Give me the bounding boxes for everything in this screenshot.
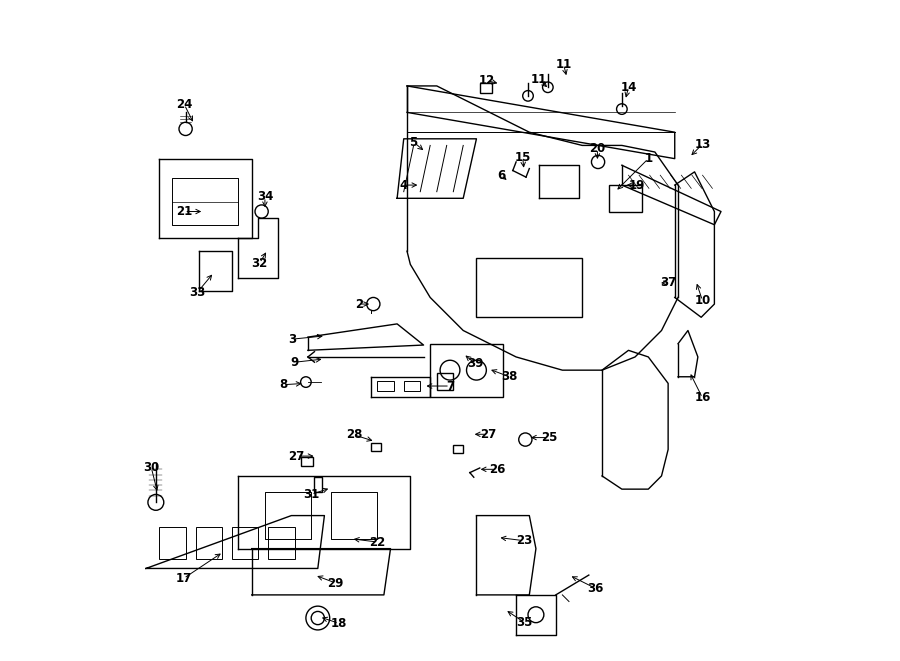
Bar (480, 83, 491, 93)
Text: 36: 36 (587, 582, 604, 595)
Bar (302, 457, 313, 466)
Bar (265, 492, 311, 539)
Text: 16: 16 (694, 391, 711, 405)
Text: 5: 5 (410, 136, 418, 149)
Bar (371, 443, 381, 451)
Text: 29: 29 (328, 576, 344, 590)
Text: 18: 18 (331, 617, 347, 630)
Text: 11: 11 (555, 58, 572, 71)
Text: 21: 21 (176, 205, 193, 218)
Text: 10: 10 (695, 294, 711, 307)
Text: 26: 26 (490, 463, 506, 476)
Bar (404, 381, 420, 391)
Bar (377, 381, 394, 391)
Text: 24: 24 (176, 98, 193, 111)
Bar (195, 527, 222, 559)
Text: 35: 35 (517, 616, 533, 629)
Text: 13: 13 (695, 137, 711, 151)
Text: 39: 39 (467, 357, 483, 370)
Text: 34: 34 (256, 190, 273, 204)
Text: 31: 31 (303, 488, 320, 501)
Text: 11: 11 (531, 73, 547, 86)
Text: 6: 6 (497, 169, 505, 182)
Text: 32: 32 (251, 256, 268, 270)
Bar (430, 344, 503, 397)
Text: 8: 8 (279, 378, 288, 391)
Text: 33: 33 (189, 286, 205, 299)
Bar (331, 492, 377, 539)
Text: 1: 1 (644, 152, 652, 165)
Text: 30: 30 (143, 461, 159, 474)
Bar (436, 373, 454, 390)
Bar (232, 527, 258, 559)
Bar (454, 445, 463, 453)
Bar (314, 477, 322, 492)
Text: 19: 19 (629, 178, 645, 192)
Text: 27: 27 (289, 449, 305, 463)
Text: 20: 20 (590, 142, 606, 155)
Text: 14: 14 (620, 81, 636, 94)
Text: 4: 4 (400, 178, 408, 192)
Text: 28: 28 (346, 428, 363, 442)
Text: 3: 3 (289, 332, 297, 346)
Bar (608, 185, 642, 212)
Text: 27: 27 (481, 428, 497, 441)
Bar (268, 527, 294, 559)
Text: 22: 22 (369, 535, 385, 549)
Bar (173, 178, 238, 225)
Text: 12: 12 (479, 74, 495, 87)
Text: 15: 15 (515, 151, 531, 164)
Text: 23: 23 (516, 534, 532, 547)
Text: 7: 7 (446, 379, 454, 393)
Text: 25: 25 (541, 431, 557, 444)
Text: 38: 38 (501, 370, 518, 383)
Bar (159, 527, 185, 559)
Text: 17: 17 (176, 572, 192, 585)
Text: 37: 37 (660, 276, 676, 290)
Text: 9: 9 (291, 356, 299, 369)
Text: 2: 2 (355, 297, 363, 311)
Bar (476, 258, 582, 317)
